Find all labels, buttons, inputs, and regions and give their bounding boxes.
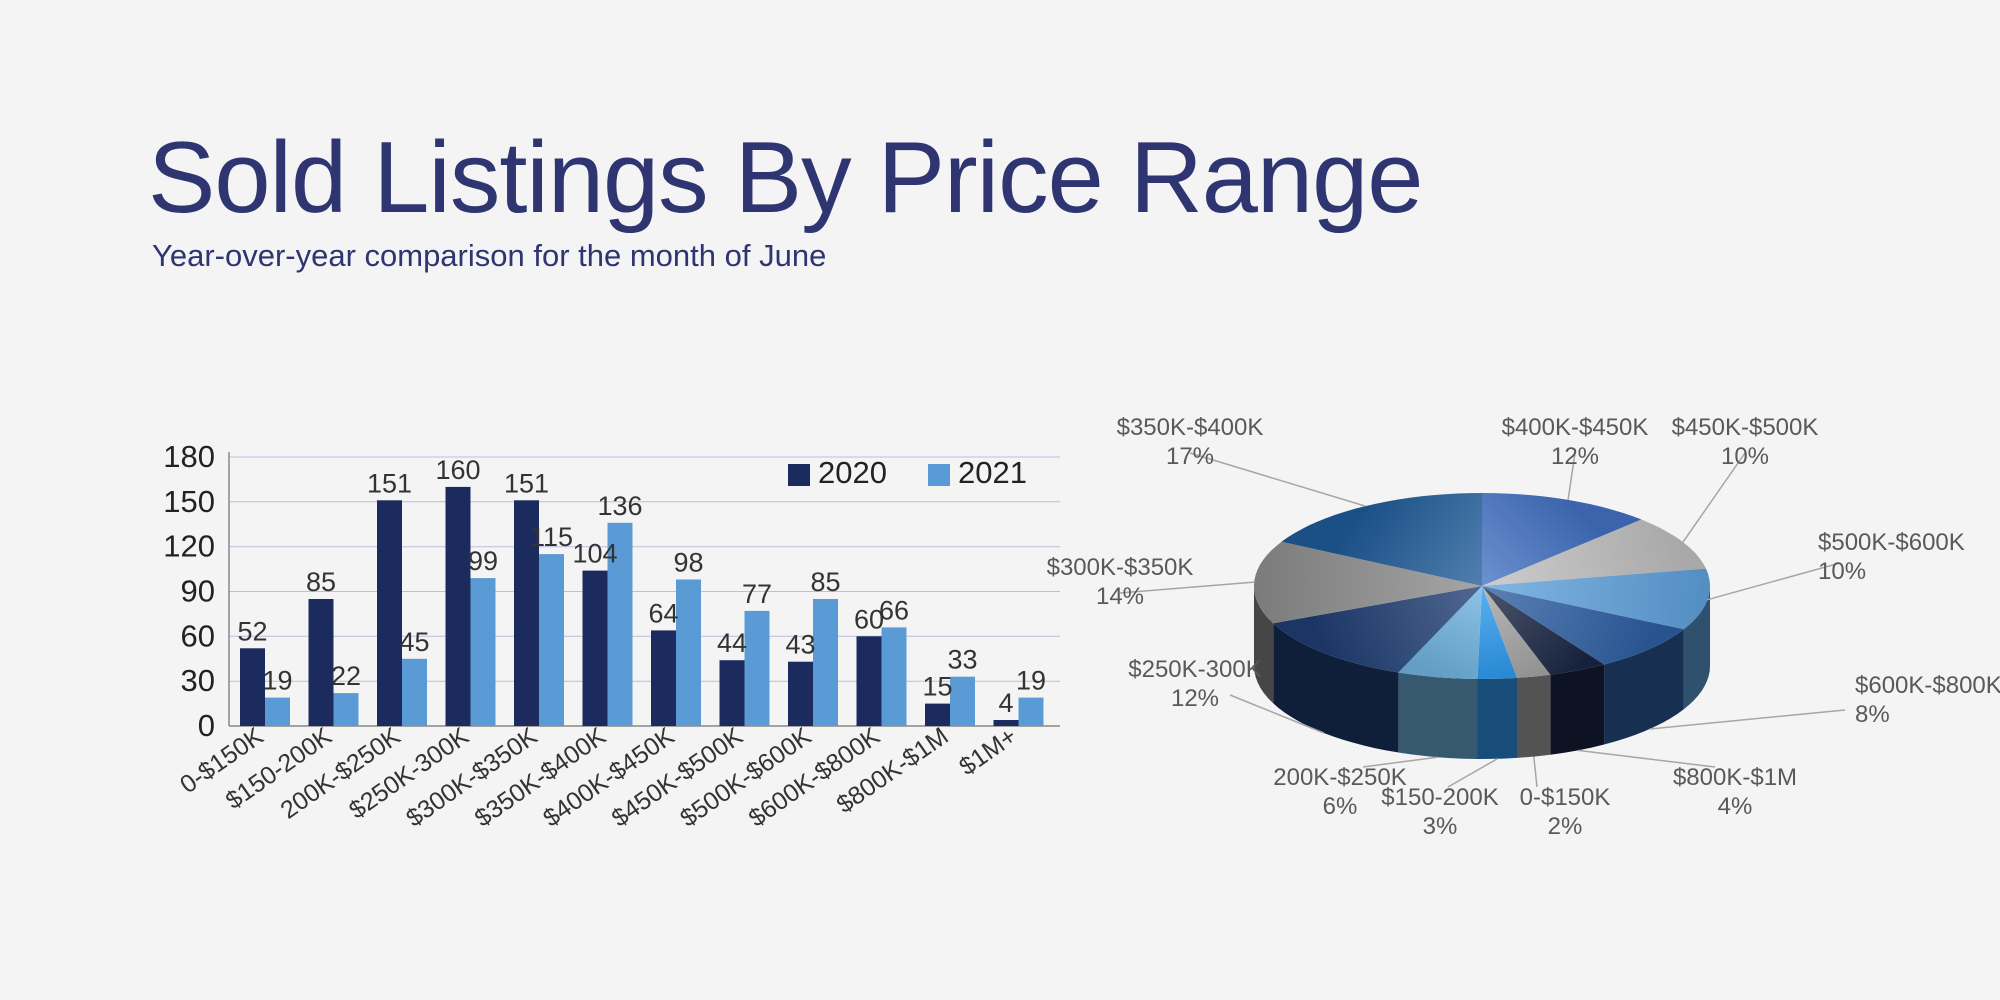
svg-text:98: 98 — [673, 548, 703, 578]
svg-text:$500K-$600K: $500K-$600K — [1818, 529, 1965, 556]
svg-text:77: 77 — [742, 579, 772, 609]
svg-text:90: 90 — [181, 574, 215, 609]
svg-text:30: 30 — [181, 663, 215, 698]
svg-text:12%: 12% — [1551, 443, 1599, 470]
svg-text:160: 160 — [435, 455, 480, 485]
svg-text:14%: 14% — [1096, 583, 1144, 610]
svg-text:12%: 12% — [1171, 685, 1219, 712]
svg-text:3%: 3% — [1423, 813, 1458, 840]
svg-text:$450K-$500K: $450K-$500K — [1672, 414, 1819, 441]
svg-text:15: 15 — [922, 672, 952, 702]
svg-text:150: 150 — [163, 484, 215, 519]
svg-text:52: 52 — [237, 616, 267, 646]
svg-text:115: 115 — [530, 522, 573, 552]
svg-text:0: 0 — [198, 708, 215, 743]
svg-text:2%: 2% — [1548, 813, 1583, 840]
svg-text:4%: 4% — [1718, 793, 1753, 820]
svg-text:85: 85 — [306, 567, 336, 597]
svg-text:66: 66 — [879, 595, 909, 625]
svg-text:$350K-$400K: $350K-$400K — [1117, 414, 1264, 441]
svg-text:8%: 8% — [1855, 701, 1890, 728]
svg-text:180: 180 — [163, 439, 215, 474]
svg-text:19: 19 — [262, 666, 292, 696]
svg-text:104: 104 — [572, 539, 617, 569]
svg-text:0-$150K: 0-$150K — [1520, 784, 1611, 811]
svg-text:4: 4 — [998, 688, 1013, 718]
svg-text:10%: 10% — [1818, 558, 1866, 585]
svg-text:60: 60 — [181, 618, 215, 653]
svg-text:$600K-$800K: $600K-$800K — [1855, 672, 2000, 699]
svg-text:10%: 10% — [1721, 443, 1769, 470]
svg-text:22: 22 — [331, 661, 361, 691]
svg-text:2021: 2021 — [958, 455, 1027, 490]
svg-text:$400K-$450K: $400K-$450K — [1502, 414, 1649, 441]
svg-text:45: 45 — [399, 627, 429, 657]
svg-text:99: 99 — [468, 546, 498, 576]
svg-text:$1M+: $1M+ — [954, 722, 1022, 781]
svg-text:43: 43 — [785, 630, 815, 660]
svg-text:17%: 17% — [1166, 443, 1214, 470]
svg-text:200K-$250K: 200K-$250K — [1273, 764, 1406, 791]
svg-text:136: 136 — [597, 491, 642, 521]
svg-text:2020: 2020 — [818, 455, 887, 490]
svg-text:33: 33 — [947, 645, 977, 675]
svg-text:$250K-300K: $250K-300K — [1128, 656, 1261, 683]
svg-text:44: 44 — [717, 628, 747, 658]
svg-text:120: 120 — [163, 529, 215, 564]
svg-text:151: 151 — [504, 468, 549, 498]
svg-text:$800K-$1M: $800K-$1M — [1673, 764, 1797, 791]
svg-text:6%: 6% — [1323, 793, 1358, 820]
svg-text:64: 64 — [648, 598, 678, 628]
svg-text:151: 151 — [367, 468, 412, 498]
svg-text:19: 19 — [1016, 666, 1046, 696]
svg-text:85: 85 — [810, 567, 840, 597]
